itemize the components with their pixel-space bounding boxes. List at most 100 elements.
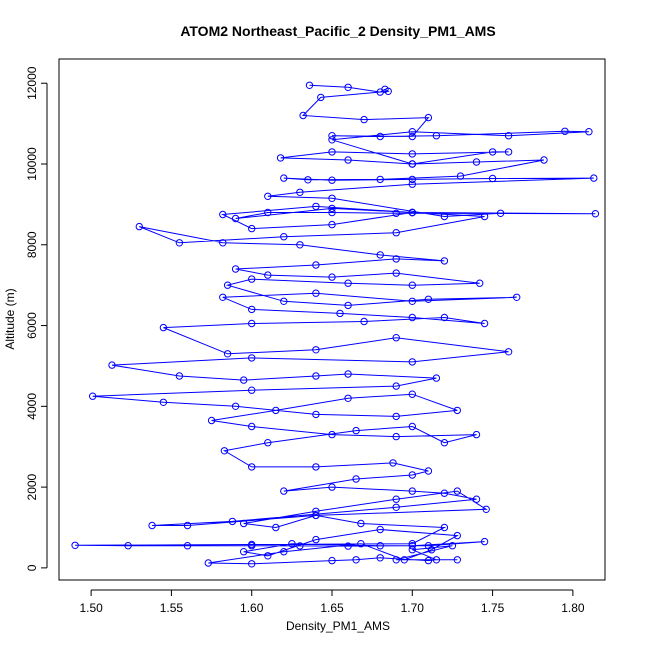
data-point <box>344 279 352 287</box>
data-point <box>432 132 441 140</box>
data-point <box>424 113 433 122</box>
data-point <box>264 192 272 201</box>
data-point <box>408 542 416 550</box>
data-point <box>328 220 336 229</box>
data-point <box>248 224 256 233</box>
data-point <box>336 309 344 318</box>
data-point <box>328 136 336 144</box>
data-point <box>71 541 79 549</box>
data-point <box>296 542 304 550</box>
data-point <box>248 305 256 314</box>
data-point <box>496 209 505 218</box>
data-point <box>488 174 497 183</box>
data-point <box>561 127 569 136</box>
data-point <box>591 210 600 218</box>
data-point <box>408 150 416 158</box>
data-point <box>440 489 449 497</box>
data-point <box>453 531 461 540</box>
data-point <box>392 556 400 564</box>
data-point <box>248 463 256 471</box>
data-point <box>248 319 256 328</box>
data-point <box>392 382 400 390</box>
data-point <box>408 180 416 188</box>
data-point <box>280 233 288 241</box>
data-point <box>159 323 168 332</box>
data-point <box>590 174 598 182</box>
data-point <box>392 495 400 503</box>
data-point <box>108 361 116 369</box>
data-point <box>89 392 97 400</box>
data-point <box>480 537 489 546</box>
data-point <box>231 265 240 273</box>
data-point <box>276 154 285 162</box>
data-point <box>408 358 416 366</box>
data-point <box>175 239 184 247</box>
data-point <box>408 390 416 398</box>
data-point <box>392 503 400 511</box>
data-point <box>408 297 416 305</box>
data-point <box>408 471 416 479</box>
x-axis: 1.50 1.55 1.60 1.65 1.70 1.75 1.80 <box>79 589 585 615</box>
x-tick-label: 1.50 <box>79 601 103 615</box>
data-point <box>456 172 465 180</box>
data-point <box>248 275 256 283</box>
y-tick-label: 6000 <box>25 312 39 339</box>
data-point <box>376 88 384 96</box>
data-series <box>71 81 600 568</box>
data-point <box>328 273 336 281</box>
chart-title: ATOM2 Northeast_Pacific_2 Density_PM1_AM… <box>180 23 495 39</box>
data-point <box>240 519 248 528</box>
data-point <box>476 279 484 287</box>
data-point <box>344 542 352 550</box>
data-point <box>264 552 272 560</box>
data-point <box>480 319 489 328</box>
y-tick-label: 12000 <box>25 66 39 100</box>
data-point <box>352 426 360 435</box>
data-point <box>392 229 400 237</box>
data-point <box>312 535 320 544</box>
data-point <box>312 410 320 419</box>
data-point <box>392 334 400 342</box>
data-point <box>264 439 272 447</box>
y-axis: 0 2000 4000 6000 8000 10000 12000 <box>25 66 48 571</box>
data-point <box>453 406 461 415</box>
data-point <box>376 525 384 534</box>
data-point <box>352 556 360 564</box>
data-point <box>357 519 365 528</box>
data-point <box>424 542 433 550</box>
data-point <box>540 156 548 164</box>
data-point <box>183 521 192 530</box>
data-point <box>400 556 408 564</box>
data-point <box>376 175 384 184</box>
data-point <box>504 132 513 140</box>
series-line <box>75 84 596 565</box>
data-point <box>504 348 513 356</box>
data-point <box>408 128 416 136</box>
data-point <box>392 269 400 277</box>
data-point <box>305 81 314 90</box>
data-point <box>204 559 213 567</box>
y-tick-label: 10000 <box>25 147 39 181</box>
data-point <box>280 297 288 305</box>
data-point <box>440 313 449 322</box>
data-point <box>408 313 416 322</box>
data-point <box>432 556 441 564</box>
data-point <box>504 148 513 156</box>
data-point <box>288 540 296 548</box>
data-point <box>272 406 280 415</box>
data-point <box>272 523 280 532</box>
data-point <box>328 194 336 203</box>
data-point <box>357 540 365 548</box>
data-point <box>135 222 144 231</box>
data-point <box>585 128 593 136</box>
data-point <box>376 542 384 550</box>
data-point <box>344 301 352 310</box>
x-tick-label: 1.75 <box>481 601 505 615</box>
data-point <box>389 459 397 467</box>
data-point <box>231 214 240 223</box>
data-point <box>220 447 229 455</box>
data-point <box>344 83 352 92</box>
data-point <box>148 521 156 530</box>
data-point <box>207 416 216 425</box>
